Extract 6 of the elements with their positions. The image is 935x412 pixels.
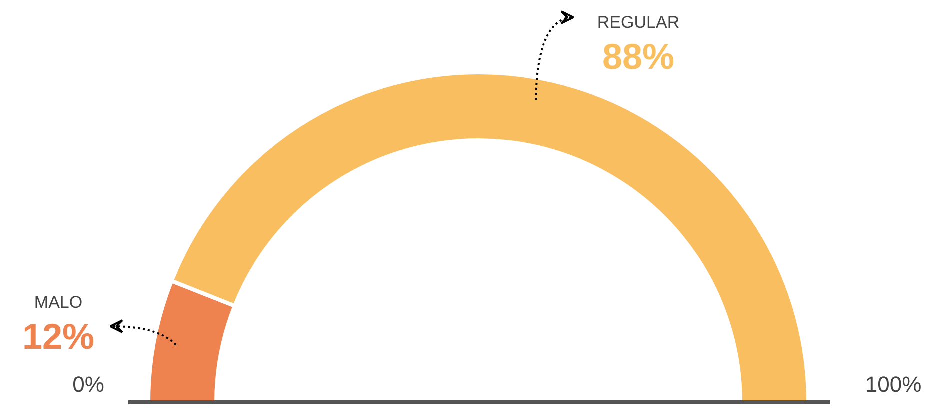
text: 100% <box>865 372 922 397</box>
data-label: 88% <box>602 36 675 77</box>
slice-label: MALO <box>34 293 83 312</box>
data-label: 12% <box>22 316 95 357</box>
slice-label: REGULAR <box>597 13 680 32</box>
text: 0% <box>72 372 104 397</box>
